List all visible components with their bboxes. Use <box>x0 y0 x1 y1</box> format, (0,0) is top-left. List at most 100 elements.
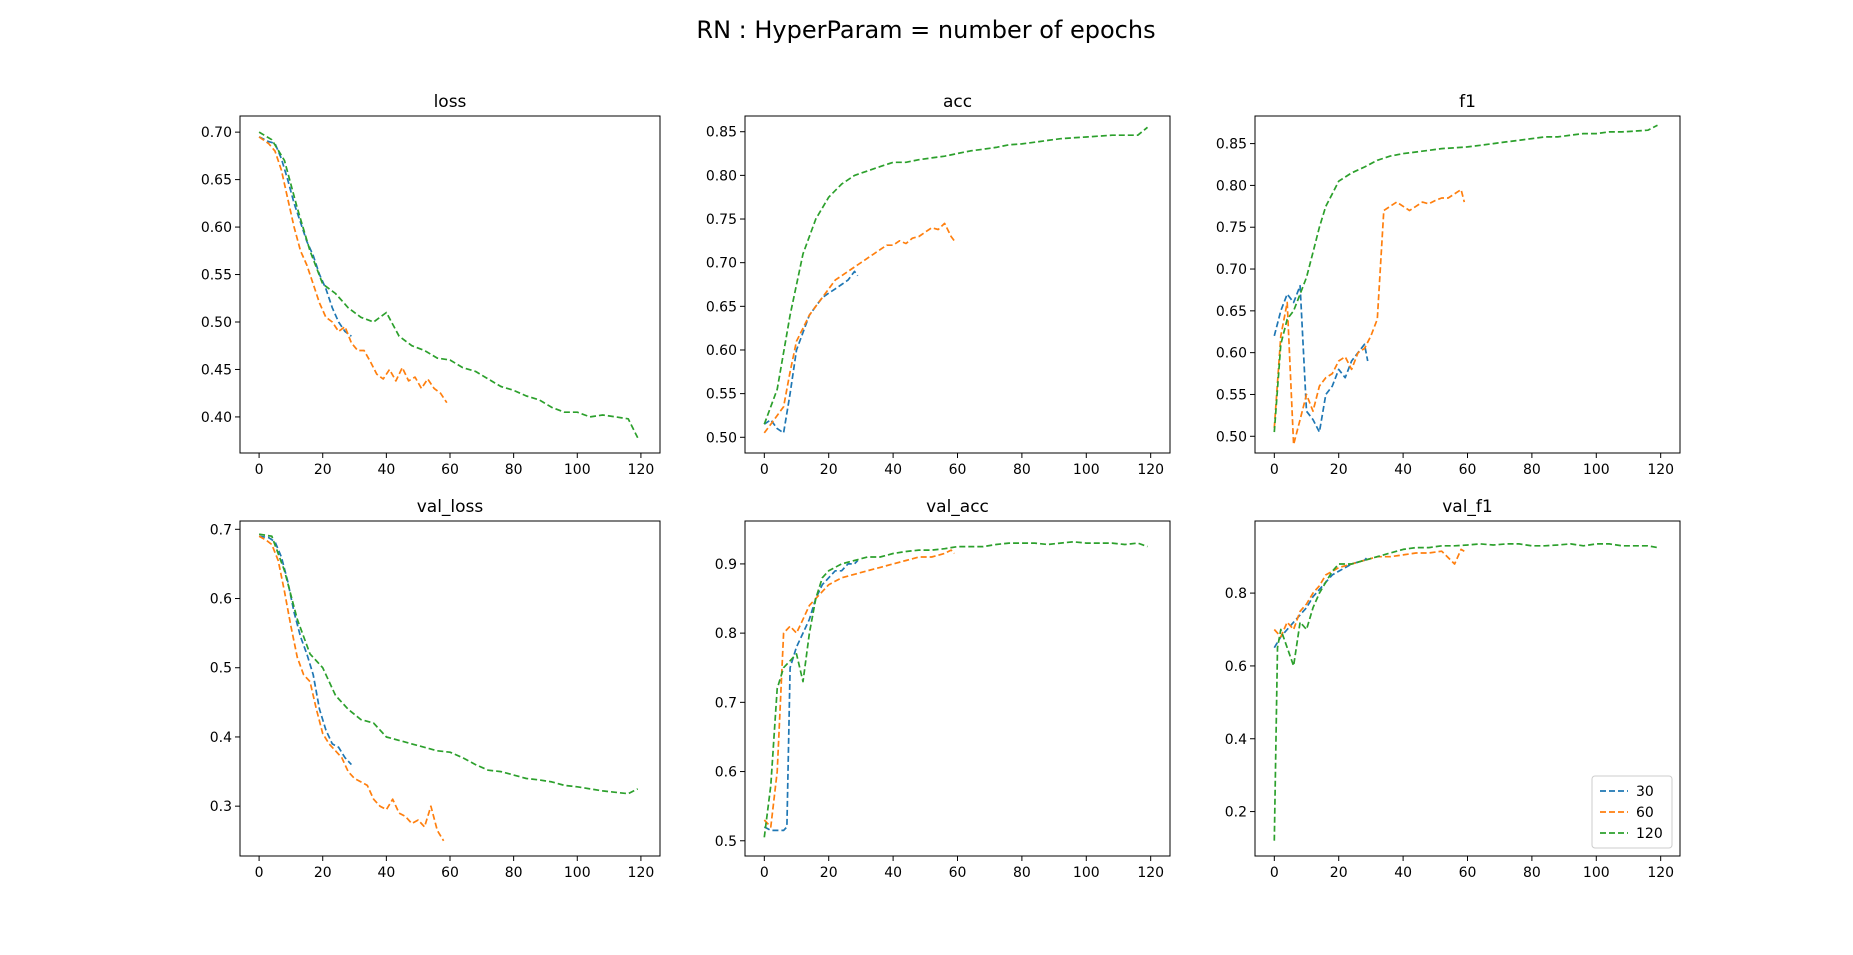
series-line-30 <box>258 535 353 766</box>
x-tick-label: 60 <box>949 865 967 881</box>
series-group <box>763 540 1148 838</box>
series-line-60 <box>763 222 955 434</box>
y-tick-label: 0.65 <box>201 173 232 189</box>
plot-area <box>745 116 1170 453</box>
x-tick-label: 40 <box>884 865 902 881</box>
y-tick-label: 0.70 <box>706 256 737 272</box>
plot-area <box>1255 116 1680 453</box>
series-line-30 <box>763 559 859 832</box>
y-tick-label: 0.55 <box>706 387 737 403</box>
x-tick-label: 20 <box>314 865 332 881</box>
series-line-120 <box>763 126 1149 425</box>
x-tick-label: 120 <box>1647 865 1674 881</box>
x-tick-label: 100 <box>1073 865 1100 881</box>
x-tick-label: 60 <box>1459 865 1477 881</box>
x-tick-label: 60 <box>441 865 459 881</box>
x-tick-label: 80 <box>1523 462 1541 478</box>
legend-label: 60 <box>1636 805 1654 821</box>
subplot-title: f1 <box>1459 92 1476 112</box>
y-tick-label: 0.6 <box>210 592 232 608</box>
y-tick-label: 0.75 <box>706 212 737 228</box>
plot-area <box>745 521 1170 856</box>
subplot-val-f1: val_f1 0 20 40 60 80 100 120 0.2 0.4 0.6 0.8 <box>1225 497 1681 881</box>
x-tick-label: 100 <box>1583 462 1610 478</box>
series-line-60 <box>763 549 955 828</box>
subplot-f1: f1 0 20 40 60 80 100 120 0.50 0.55 0.60 0.65 0.70 0.7… <box>1216 92 1681 478</box>
series-line-60 <box>258 136 448 404</box>
y-tick-label: 0.60 <box>201 220 232 236</box>
x-tick-label: 40 <box>884 462 902 478</box>
y-tick-label: 0.65 <box>706 299 737 315</box>
y-tick-label: 0.75 <box>1216 220 1247 236</box>
series-group <box>763 126 1149 434</box>
series-line-120 <box>1273 543 1658 841</box>
x-tick-label: 0 <box>760 865 769 881</box>
y-tick-label: 0.8 <box>1225 586 1247 602</box>
y-tick-label: 0.40 <box>201 410 232 426</box>
subplot-title: val_f1 <box>1442 497 1493 517</box>
series-line-120 <box>1273 124 1658 433</box>
x-tick-label: 0 <box>1270 865 1279 881</box>
subplot-title: acc <box>943 92 972 112</box>
y-tick-label: 0.8 <box>715 626 737 642</box>
y-tick-label: 0.50 <box>1216 429 1247 445</box>
series-group <box>1273 124 1658 446</box>
y-tick-label: 0.50 <box>706 430 737 446</box>
plot-area <box>240 116 660 453</box>
x-tick-label: 20 <box>314 462 332 478</box>
y-tick-label: 0.4 <box>1225 732 1247 748</box>
y-tick-label: 0.7 <box>715 695 737 711</box>
series-line-120 <box>763 540 1148 838</box>
y-tick-label: 0.7 <box>210 522 232 538</box>
plot-area <box>240 521 660 856</box>
y-tick-label: 0.9 <box>715 557 737 573</box>
subplot-title: loss <box>434 92 467 112</box>
x-tick-label: 0 <box>255 462 264 478</box>
y-tick-label: 0.80 <box>1216 178 1247 194</box>
y-tick-label: 0.70 <box>201 125 232 141</box>
x-tick-label: 40 <box>1394 865 1412 881</box>
legend: 30 60 120 <box>1591 775 1673 849</box>
y-tick-label: 0.5 <box>715 834 737 850</box>
x-tick-label: 100 <box>564 462 591 478</box>
x-tick-label: 0 <box>760 462 769 478</box>
x-tick-label: 120 <box>1137 462 1164 478</box>
x-tick-label: 40 <box>1394 462 1412 478</box>
series-line-60 <box>1273 188 1466 446</box>
x-tick-label: 20 <box>1330 865 1348 881</box>
y-tick-label: 0.4 <box>210 730 232 746</box>
x-tick-label: 0 <box>1270 462 1279 478</box>
x-tick-label: 40 <box>377 462 395 478</box>
series-line-30 <box>763 270 859 434</box>
y-tick-label: 0.3 <box>210 799 232 815</box>
y-tick-label: 0.5 <box>210 661 232 677</box>
y-tick-label: 0.80 <box>706 168 737 184</box>
x-tick-label: 80 <box>505 462 523 478</box>
y-tick-label: 0.55 <box>1216 387 1247 403</box>
x-tick-label: 120 <box>1647 462 1674 478</box>
x-tick-label: 20 <box>820 865 838 881</box>
y-tick-label: 0.70 <box>1216 262 1247 278</box>
subplot-acc: acc 0 20 40 60 80 100 120 0.50 0.55 0.60 0.65 0.70 0.… <box>706 92 1171 478</box>
series-line-60 <box>1273 548 1465 638</box>
series-group <box>258 131 639 439</box>
y-tick-label: 0.6 <box>1225 659 1247 675</box>
x-tick-label: 80 <box>505 865 523 881</box>
x-tick-label: 80 <box>1523 865 1541 881</box>
series-line-120 <box>258 533 639 795</box>
y-tick-label: 0.55 <box>201 268 232 284</box>
y-tick-label: 0.50 <box>201 315 232 331</box>
x-tick-label: 20 <box>820 462 838 478</box>
y-tick-label: 0.85 <box>706 125 737 141</box>
y-tick-label: 0.60 <box>706 343 737 359</box>
x-tick-label: 100 <box>1583 865 1610 881</box>
y-tick-label: 0.60 <box>1216 346 1247 362</box>
series-line-60 <box>258 535 445 842</box>
y-tick-label: 0.85 <box>1216 137 1247 153</box>
x-tick-label: 60 <box>1459 462 1477 478</box>
x-tick-label: 80 <box>1013 865 1031 881</box>
x-tick-label: 60 <box>441 462 459 478</box>
x-tick-label: 40 <box>377 865 395 881</box>
x-tick-label: 0 <box>255 865 264 881</box>
